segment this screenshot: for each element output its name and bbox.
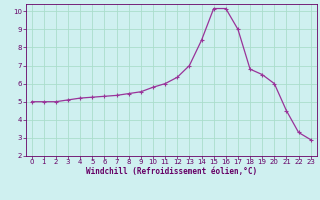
X-axis label: Windchill (Refroidissement éolien,°C): Windchill (Refroidissement éolien,°C) [86,167,257,176]
